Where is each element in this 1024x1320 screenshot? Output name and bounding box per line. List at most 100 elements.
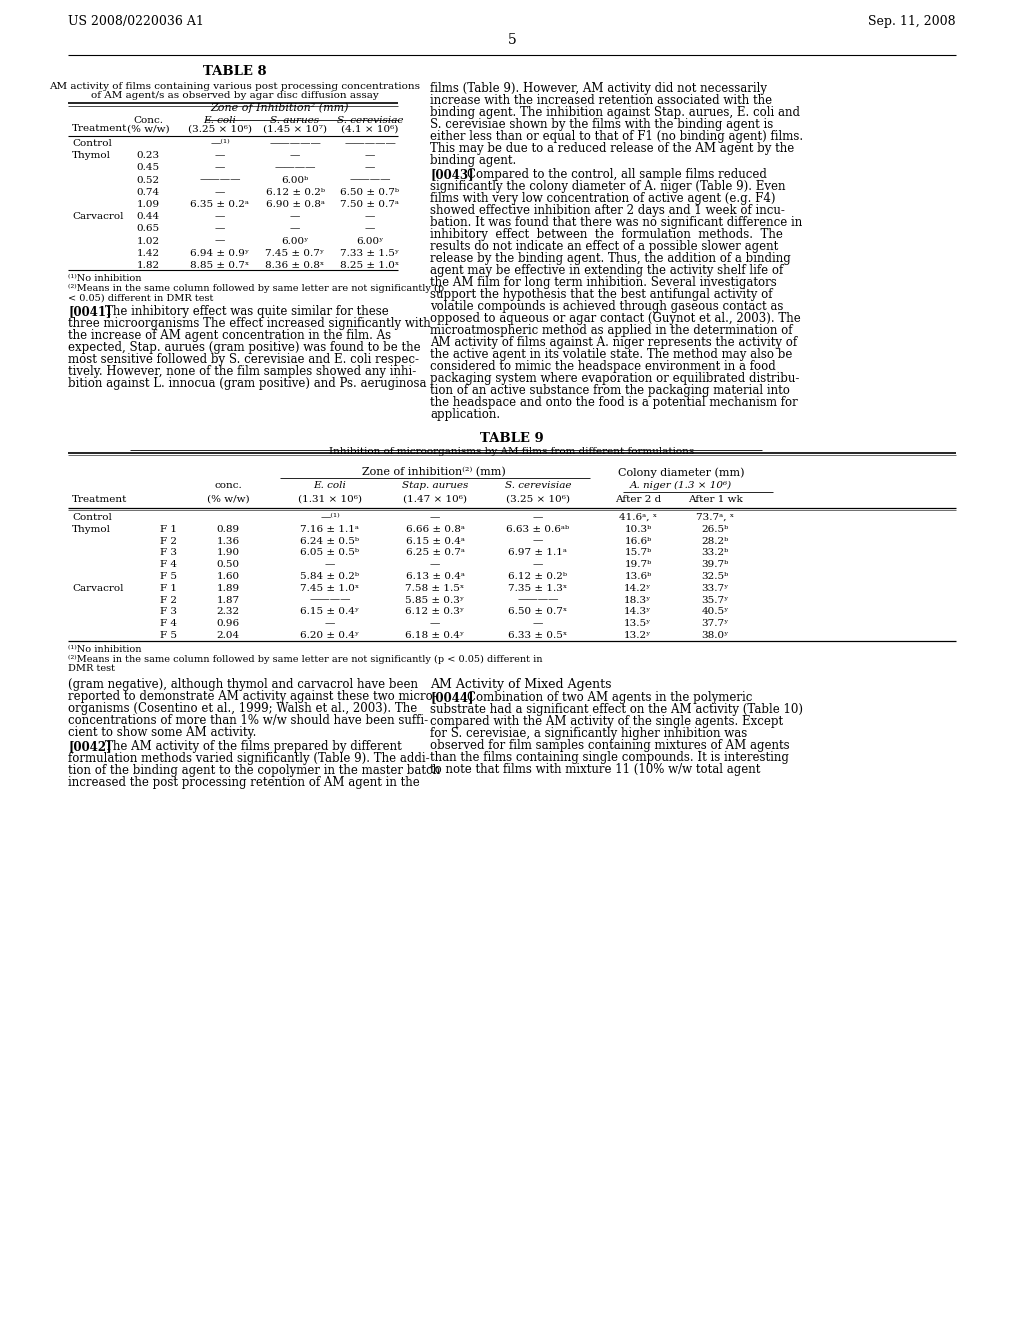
Text: —: — bbox=[215, 224, 225, 234]
Text: 39.7ᵇ: 39.7ᵇ bbox=[701, 560, 729, 569]
Text: —: — bbox=[215, 213, 225, 222]
Text: 7.58 ± 1.5ˣ: 7.58 ± 1.5ˣ bbox=[406, 583, 465, 593]
Text: application.: application. bbox=[430, 408, 500, 421]
Text: inhibitory  effect  between  the  formulation  methods.  The: inhibitory effect between the formulatio… bbox=[430, 228, 783, 242]
Text: F 3: F 3 bbox=[160, 607, 176, 616]
Text: This may be due to a reduced release of the AM agent by the: This may be due to a reduced release of … bbox=[430, 143, 795, 154]
Text: Carvacrol: Carvacrol bbox=[72, 583, 124, 593]
Text: the headspace and onto the food is a potential mechanism for: the headspace and onto the food is a pot… bbox=[430, 396, 798, 409]
Text: —: — bbox=[430, 513, 440, 521]
Text: 8.85 ± 0.7ˣ: 8.85 ± 0.7ˣ bbox=[190, 261, 250, 271]
Text: TABLE 9: TABLE 9 bbox=[480, 432, 544, 445]
Text: Stap. aurues: Stap. aurues bbox=[401, 480, 468, 490]
Text: to note that films with mixture 11 (10% w/w total agent: to note that films with mixture 11 (10% … bbox=[430, 763, 761, 776]
Text: 6.15 ± 0.4ᵃ: 6.15 ± 0.4ᵃ bbox=[406, 537, 465, 545]
Text: —————: ————— bbox=[344, 139, 396, 148]
Text: F 4: F 4 bbox=[160, 560, 176, 569]
Text: Thymol: Thymol bbox=[72, 525, 111, 533]
Text: S. cerevisiae: S. cerevisiae bbox=[337, 116, 403, 125]
Text: F 1: F 1 bbox=[160, 583, 176, 593]
Text: [0042]: [0042] bbox=[68, 739, 112, 752]
Text: F 5: F 5 bbox=[160, 572, 176, 581]
Text: [0041]: [0041] bbox=[68, 305, 112, 318]
Text: 6.33 ± 0.5ˣ: 6.33 ± 0.5ˣ bbox=[508, 631, 567, 640]
Text: formulation methods varied significantly (Table 9). The addi-: formulation methods varied significantly… bbox=[68, 752, 430, 764]
Text: 8.25 ± 1.0ˣ: 8.25 ± 1.0ˣ bbox=[340, 261, 399, 271]
Text: —: — bbox=[290, 213, 300, 222]
Text: reported to demonstrate AM activity against these two micro-: reported to demonstrate AM activity agai… bbox=[68, 690, 437, 702]
Text: 5.85 ± 0.3ʸ: 5.85 ± 0.3ʸ bbox=[406, 595, 465, 605]
Text: Treatment: Treatment bbox=[72, 124, 127, 133]
Text: 1.60: 1.60 bbox=[216, 572, 240, 581]
Text: 10.3ᵇ: 10.3ᵇ bbox=[625, 525, 651, 533]
Text: 6.05 ± 0.5ᵇ: 6.05 ± 0.5ᵇ bbox=[300, 548, 359, 557]
Text: results do not indicate an effect of a possible slower agent: results do not indicate an effect of a p… bbox=[430, 240, 778, 253]
Text: (gram negative), although thymol and carvacrol have been: (gram negative), although thymol and car… bbox=[68, 677, 418, 690]
Text: —: — bbox=[325, 560, 335, 569]
Text: 7.33 ± 1.5ʸ: 7.33 ± 1.5ʸ bbox=[340, 248, 399, 257]
Text: 6.12 ± 0.2ᵇ: 6.12 ± 0.2ᵇ bbox=[265, 187, 325, 197]
Text: —: — bbox=[290, 224, 300, 234]
Text: 6.15 ± 0.4ʸ: 6.15 ± 0.4ʸ bbox=[300, 607, 359, 616]
Text: 33.7ʸ: 33.7ʸ bbox=[701, 583, 729, 593]
Text: either less than or equal to that of F1 (no binding agent) films.: either less than or equal to that of F1 … bbox=[430, 129, 803, 143]
Text: After 1 wk: After 1 wk bbox=[688, 495, 742, 504]
Text: 1.82: 1.82 bbox=[136, 261, 160, 271]
Text: 0.45: 0.45 bbox=[136, 164, 160, 173]
Text: ————: ———— bbox=[517, 595, 559, 605]
Text: —: — bbox=[215, 236, 225, 246]
Text: 16.6ᵇ: 16.6ᵇ bbox=[625, 537, 651, 545]
Text: Zone of Inhibition² (mm): Zone of Inhibition² (mm) bbox=[211, 103, 349, 114]
Text: 40.5ʸ: 40.5ʸ bbox=[701, 607, 729, 616]
Text: three microorganisms The effect increased significantly with: three microorganisms The effect increase… bbox=[68, 317, 431, 330]
Text: [0043]: [0043] bbox=[430, 168, 474, 181]
Text: Carvacrol: Carvacrol bbox=[72, 213, 124, 222]
Text: (3.25 × 10⁶): (3.25 × 10⁶) bbox=[506, 495, 570, 504]
Text: ⁽¹⁾No inhibition: ⁽¹⁾No inhibition bbox=[68, 644, 141, 653]
Text: of AM agent/s as observed by agar disc diffusion assay: of AM agent/s as observed by agar disc d… bbox=[91, 91, 379, 100]
Text: 13.6ᵇ: 13.6ᵇ bbox=[625, 572, 651, 581]
Text: 7.50 ± 0.7ᵃ: 7.50 ± 0.7ᵃ bbox=[341, 201, 399, 209]
Text: 0.50: 0.50 bbox=[216, 560, 240, 569]
Text: agent may be effective in extending the activity shelf life of: agent may be effective in extending the … bbox=[430, 264, 783, 277]
Text: 7.45 ± 0.7ʸ: 7.45 ± 0.7ʸ bbox=[265, 248, 325, 257]
Text: 35.7ʸ: 35.7ʸ bbox=[701, 595, 729, 605]
Text: 19.7ᵇ: 19.7ᵇ bbox=[625, 560, 651, 569]
Text: —: — bbox=[532, 560, 543, 569]
Text: The AM activity of the films prepared by different: The AM activity of the films prepared by… bbox=[105, 739, 401, 752]
Text: tion of an active substance from the packaging material into: tion of an active substance from the pac… bbox=[430, 384, 790, 397]
Text: 6.00ᵇ: 6.00ᵇ bbox=[282, 176, 308, 185]
Text: AM activity of films against A. niger represents the activity of: AM activity of films against A. niger re… bbox=[430, 337, 797, 348]
Text: concentrations of more than 1% w/w should have been suffi-: concentrations of more than 1% w/w shoul… bbox=[68, 714, 428, 727]
Text: (1.47 × 10⁶): (1.47 × 10⁶) bbox=[403, 495, 467, 504]
Text: 13.5ʸ: 13.5ʸ bbox=[625, 619, 651, 628]
Text: packaging system where evaporation or equilibrated distribu-: packaging system where evaporation or eq… bbox=[430, 372, 800, 385]
Text: —: — bbox=[365, 152, 375, 160]
Text: for S. cerevisiae, a significantly higher inhibition was: for S. cerevisiae, a significantly highe… bbox=[430, 727, 748, 739]
Text: 0.74: 0.74 bbox=[136, 187, 160, 197]
Text: F 2: F 2 bbox=[160, 595, 176, 605]
Text: ————: ———— bbox=[274, 164, 315, 173]
Text: Combination of two AM agents in the polymeric: Combination of two AM agents in the poly… bbox=[467, 690, 753, 704]
Text: ————: ———— bbox=[309, 595, 351, 605]
Text: 2.32: 2.32 bbox=[216, 607, 240, 616]
Text: 8.36 ± 0.8ˣ: 8.36 ± 0.8ˣ bbox=[265, 261, 325, 271]
Text: 6.35 ± 0.2ᵃ: 6.35 ± 0.2ᵃ bbox=[190, 201, 250, 209]
Text: 7.45 ± 1.0ˣ: 7.45 ± 1.0ˣ bbox=[300, 583, 359, 593]
Text: 6.25 ± 0.7ᵃ: 6.25 ± 0.7ᵃ bbox=[406, 548, 465, 557]
Text: binding agent. The inhibition against Stap. aurues, E. coli and: binding agent. The inhibition against St… bbox=[430, 106, 800, 119]
Text: F 5: F 5 bbox=[160, 631, 176, 640]
Text: showed effective inhibition after 2 days and 1 week of incu-: showed effective inhibition after 2 days… bbox=[430, 205, 784, 216]
Text: 73.7ᵃ, ˣ: 73.7ᵃ, ˣ bbox=[696, 513, 734, 521]
Text: 6.24 ± 0.5ᵇ: 6.24 ± 0.5ᵇ bbox=[300, 537, 359, 545]
Text: 1.36: 1.36 bbox=[216, 537, 240, 545]
Text: 6.00ʸ: 6.00ʸ bbox=[282, 236, 309, 246]
Text: F 4: F 4 bbox=[160, 619, 176, 628]
Text: films (Table 9). However, AM activity did not necessarily: films (Table 9). However, AM activity di… bbox=[430, 82, 767, 95]
Text: the increase of AM agent concentration in the film. As: the increase of AM agent concentration i… bbox=[68, 329, 391, 342]
Text: S. cerevisiae shown by the films with the binding agent is: S. cerevisiae shown by the films with th… bbox=[430, 117, 773, 131]
Text: 38.0ʸ: 38.0ʸ bbox=[701, 631, 729, 640]
Text: Zone of inhibition⁽²⁾ (mm): Zone of inhibition⁽²⁾ (mm) bbox=[362, 467, 506, 478]
Text: Inhibition of microorganisms by AM films from different formulations: Inhibition of microorganisms by AM films… bbox=[330, 447, 694, 455]
Text: expected, Stap. aurues (gram positive) was found to be the: expected, Stap. aurues (gram positive) w… bbox=[68, 341, 421, 354]
